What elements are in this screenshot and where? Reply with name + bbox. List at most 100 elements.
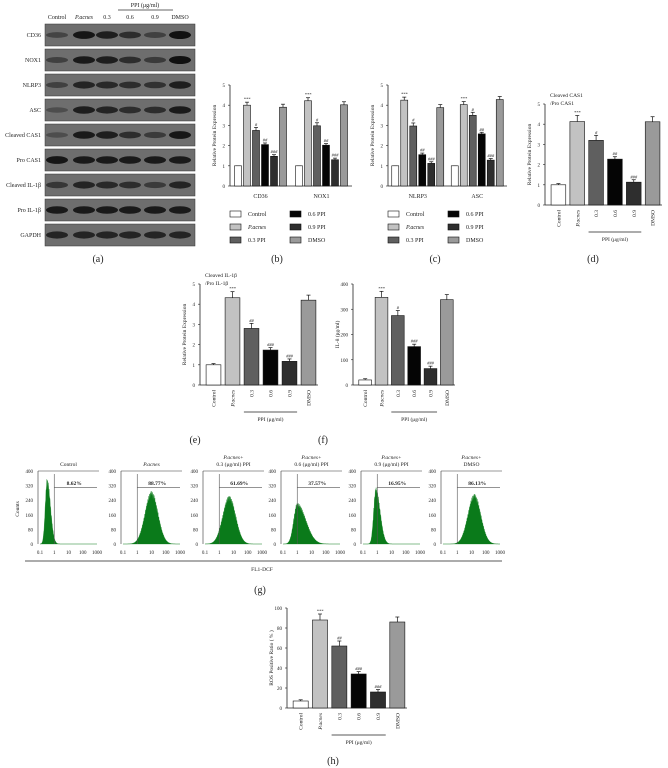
significance-label: ### — [355, 666, 363, 671]
y-tick-label: 2 — [538, 164, 541, 169]
category-label: Control — [299, 713, 305, 730]
y-tick-label: 5 — [223, 84, 226, 89]
y-tick-label: 80 — [277, 627, 283, 632]
category-label: NOX1 — [314, 194, 330, 200]
y-tick-label: 80 — [271, 528, 277, 533]
y-tick-label: 5 — [193, 283, 196, 288]
x-tick-label: 10 — [389, 551, 395, 556]
y-tick-label: 320 — [269, 485, 277, 490]
legend-swatch — [387, 210, 400, 218]
blot-band — [46, 231, 68, 239]
chart-title: Cleaved CAS1 — [550, 93, 583, 99]
blot-band — [119, 56, 141, 64]
blot-band — [119, 181, 141, 189]
bar — [270, 156, 278, 187]
blot-band — [73, 181, 95, 189]
y-tick-label: 0 — [193, 384, 196, 389]
y-tick-label: 0 — [434, 543, 437, 548]
y-tick-label: 3 — [381, 124, 384, 129]
x-tick-label: 1000 — [495, 551, 506, 556]
x-tick-label: 100 — [322, 551, 330, 556]
blot-band — [169, 56, 191, 64]
blot-band — [73, 81, 95, 89]
blot-band — [96, 106, 118, 114]
bar — [292, 700, 309, 709]
bar — [644, 121, 661, 206]
significance-label: ### — [630, 174, 638, 179]
legend-label: Control — [406, 212, 425, 218]
bar — [243, 328, 260, 386]
blot-band — [73, 156, 95, 164]
x-tick-label: 10 — [66, 551, 72, 556]
chart-e: 0 1 2 3 4 5 Relative Protein Expression Cleaved… — [182, 273, 318, 423]
panel-label-b: (b) — [271, 254, 283, 265]
bar — [331, 159, 339, 187]
y-tick-label: 5 — [538, 103, 541, 108]
category-label: 0.6 — [269, 390, 275, 397]
panel-label-g: (g) — [254, 585, 266, 596]
bar — [427, 163, 436, 187]
y-tick-label: 100 — [341, 359, 349, 364]
y-tick-label: 0 — [381, 185, 384, 190]
blot-row-label: CD36 — [27, 33, 41, 39]
flow-panel: P.acnes+0.3 (μg/ml) PPI 0 80 160 240 320 400 0.… — [191, 455, 268, 556]
category-label: P.acnes — [318, 713, 324, 731]
significance-label: *** — [460, 96, 468, 101]
flow-panel: P.acnes+0.6 (μg/ml) PPI 0 80 160 240 320 400 0.… — [269, 455, 346, 556]
y-tick-label: 20 — [277, 687, 283, 692]
blot-band — [119, 156, 141, 164]
x-tick-label: 10 — [149, 551, 155, 556]
blot-band — [169, 31, 191, 39]
blot-band — [96, 156, 118, 164]
y-tick-label: 1 — [193, 364, 196, 369]
x-tick-label: 100 — [402, 551, 410, 556]
y-tick-label: 4 — [538, 123, 541, 128]
x-tick-label: 1000 — [415, 551, 426, 556]
bar — [322, 144, 330, 187]
y-tick-label: 240 — [191, 499, 199, 504]
chart-f: 0 100 200 300 400 IL-8 (pg/ml) Control *** P.acn… — [334, 283, 455, 423]
y-tick-label: 2 — [193, 344, 196, 349]
legend-label: 0.3 PPI — [406, 238, 424, 244]
x-tick-label: 1000 — [335, 551, 346, 556]
blot-band — [73, 231, 95, 239]
y-tick-label: 0 — [196, 543, 199, 548]
significance-label: ## — [263, 137, 268, 142]
panel-label-e: (e) — [189, 435, 200, 446]
blot-row-label: NOX1 — [25, 58, 41, 64]
y-tick-label: 300 — [341, 308, 349, 313]
blot-band — [73, 206, 95, 214]
y-tick-label: 0 — [346, 384, 349, 389]
bar — [252, 130, 260, 187]
significance-label: # — [397, 305, 400, 310]
blot-row-label: Cleaved CAS1 — [5, 133, 41, 139]
flow-panel-title: P.acnes+ — [460, 455, 482, 461]
x-axis-label: FL1-DCF — [251, 567, 273, 573]
y-tick-label: 320 — [26, 485, 34, 490]
legend-swatch — [387, 223, 400, 231]
y-tick-label: 1 — [381, 165, 384, 170]
bar — [588, 140, 604, 206]
flow-panel: P.acnes+0.9 (μg/ml) PPI 0 80 160 240 320 400 0.… — [349, 455, 426, 556]
significance-label: *** — [229, 286, 237, 291]
blot-band — [73, 31, 95, 39]
category-label: DMSO — [307, 390, 313, 406]
histogram — [205, 495, 262, 545]
y-tick-label: 160 — [26, 514, 34, 519]
significance-label: # — [316, 117, 319, 122]
blot-band — [73, 106, 95, 114]
category-label: 0.6 — [357, 713, 363, 720]
histogram — [283, 503, 340, 545]
y-tick-label: 400 — [269, 470, 277, 475]
y-tick-label: 320 — [349, 485, 357, 490]
x-tick-label: 1 — [296, 551, 299, 556]
blot-band — [46, 156, 68, 164]
x-tick-label: 1 — [53, 551, 56, 556]
significance-label: ## — [324, 138, 329, 143]
significance-label: ### — [332, 153, 340, 158]
bar — [300, 299, 317, 386]
bar — [205, 364, 222, 386]
